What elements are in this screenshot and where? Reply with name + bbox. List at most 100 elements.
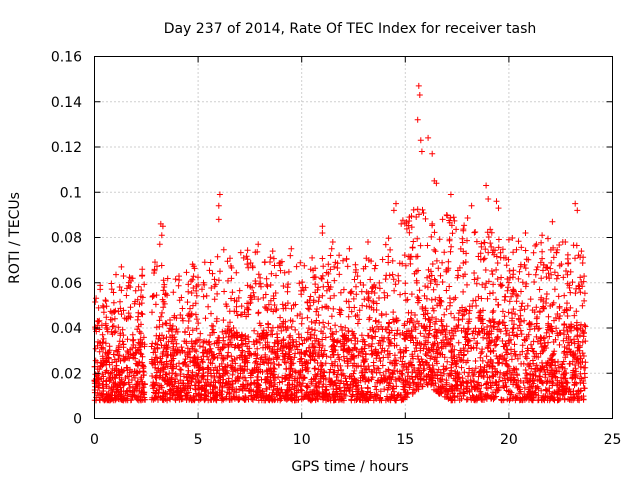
data-point (460, 288, 467, 295)
data-point (396, 260, 403, 267)
data-point (312, 327, 318, 334)
data-point (499, 308, 506, 315)
data-point (154, 263, 160, 270)
data-point (355, 352, 362, 359)
data-point (410, 206, 417, 213)
data-point (263, 275, 270, 282)
data-point (494, 276, 501, 282)
data-point (534, 264, 541, 270)
data-point (328, 313, 335, 320)
data-point (348, 288, 355, 295)
data-point (193, 339, 200, 346)
data-point (389, 271, 396, 278)
data-point (108, 280, 115, 287)
data-point (342, 375, 349, 382)
data-point (377, 358, 384, 365)
data-point (235, 294, 242, 301)
data-point (237, 370, 244, 377)
data-point (414, 116, 421, 123)
y-tick-label: 0 (73, 412, 82, 428)
chart-title: Day 237 of 2014, Rate Of TEC Index for r… (164, 21, 537, 37)
data-point (340, 257, 346, 264)
data-point (189, 276, 196, 283)
data-point (513, 298, 520, 305)
data-point (236, 287, 243, 294)
data-point (191, 354, 198, 360)
data-point (179, 305, 186, 312)
data-point (527, 296, 534, 303)
data-point (335, 367, 342, 374)
data-point (110, 299, 117, 306)
data-point (371, 265, 378, 272)
data-point (376, 295, 382, 301)
data-point (117, 298, 123, 305)
data-point (278, 327, 285, 334)
data-point (394, 393, 401, 399)
data-point (325, 261, 332, 268)
data-point (372, 317, 379, 324)
data-point (484, 344, 491, 351)
data-point (567, 289, 574, 296)
data-point (111, 315, 118, 322)
data-point (432, 248, 439, 255)
data-point (460, 273, 467, 280)
data-point (418, 322, 425, 329)
data-point (579, 260, 586, 266)
data-point (293, 263, 300, 270)
data-point (219, 328, 226, 335)
data-point (472, 358, 479, 364)
data-point (563, 268, 569, 274)
data-point (236, 386, 243, 393)
data-point (319, 304, 326, 311)
data-point (250, 379, 257, 386)
data-point (512, 311, 519, 318)
data-point (206, 267, 213, 274)
data-point (119, 368, 126, 375)
data-point (260, 294, 267, 301)
data-point (305, 325, 312, 332)
data-point (288, 245, 295, 252)
data-point (126, 381, 133, 388)
data-point (365, 363, 372, 370)
data-point (428, 296, 435, 303)
data-point (319, 230, 326, 236)
data-point (554, 246, 561, 253)
data-point (519, 300, 526, 307)
data-point (499, 282, 506, 289)
data-point (572, 290, 579, 297)
data-point (214, 290, 221, 297)
data-point (137, 293, 144, 300)
data-point (571, 340, 578, 347)
data-point (515, 275, 522, 282)
data-point (228, 353, 235, 360)
data-point (420, 210, 427, 216)
data-point (193, 316, 200, 323)
data-point (410, 238, 417, 245)
data-point (129, 331, 136, 338)
data-point (244, 256, 251, 263)
data-point (412, 326, 419, 333)
data-point (513, 371, 520, 378)
data-point (118, 311, 125, 318)
data-point (244, 306, 251, 313)
data-point (546, 333, 553, 340)
data-point (454, 274, 461, 281)
data-point (473, 238, 480, 245)
data-point (187, 358, 194, 365)
data-point (130, 336, 137, 343)
data-point (333, 328, 340, 335)
data-point (279, 301, 286, 308)
data-point (234, 312, 241, 319)
data-point (555, 293, 562, 300)
data-point (332, 322, 339, 329)
data-point (197, 330, 204, 337)
data-point (354, 320, 361, 327)
data-point (383, 311, 390, 318)
data-point (578, 394, 585, 401)
data-point (454, 325, 461, 332)
y-tick-labels: 0 0.02 0.04 0.06 0.08 0.1 0.12 0.14 0.16 (51, 50, 82, 428)
data-point (429, 220, 436, 227)
data-point (393, 200, 399, 207)
data-point (551, 269, 558, 276)
data-point (577, 274, 584, 281)
